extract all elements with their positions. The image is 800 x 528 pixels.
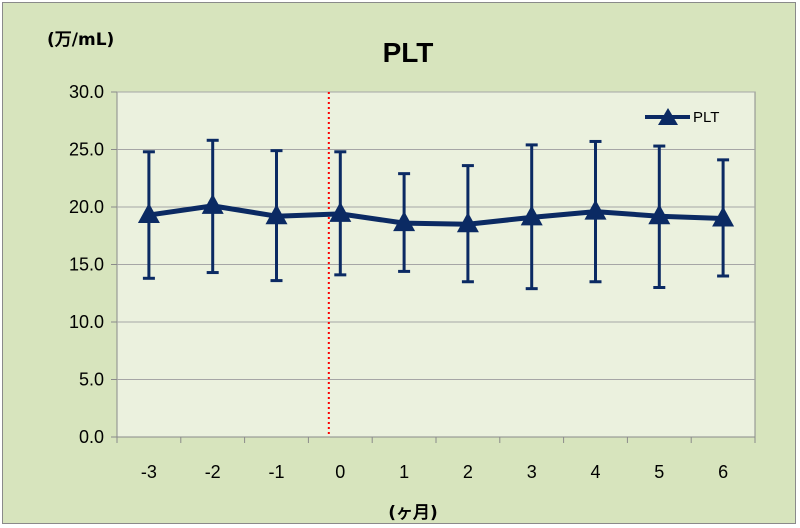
data-point — [712, 206, 735, 227]
y-tick-label: 10.0 — [69, 312, 104, 332]
x-tick-label: -3 — [141, 462, 157, 482]
x-tick-label: 5 — [654, 462, 664, 482]
legend-marker — [658, 108, 678, 125]
data-point — [137, 203, 160, 224]
grid-lines — [117, 91, 755, 380]
data-point — [584, 199, 607, 220]
legend: PLT — [645, 108, 719, 126]
x-tick-labels: -3 -2 -1 0 1 2 3 4 5 6 — [141, 462, 728, 482]
x-tick-label: 3 — [527, 462, 537, 482]
y-axis-label: (万/mL) — [47, 30, 114, 50]
x-axis-label: (ヶ月) — [388, 503, 438, 523]
axes — [111, 91, 756, 443]
y-tick-label: 25.0 — [69, 140, 104, 160]
y-tick-label: 30.0 — [69, 82, 104, 102]
x-tick-label: 1 — [399, 462, 409, 482]
x-tick-label: 6 — [718, 462, 728, 482]
y-tick-label: 5.0 — [79, 370, 104, 390]
data-point — [265, 204, 288, 225]
y-tick-label: 15.0 — [69, 255, 104, 275]
x-tick-label: 2 — [463, 462, 473, 482]
series-plt — [137, 138, 735, 291]
data-point — [393, 211, 416, 232]
legend-label-plt: PLT — [693, 109, 719, 126]
chart-title: PLT — [383, 37, 434, 68]
y-tick-labels: 0.0 5.0 10.0 15.0 20.0 25.0 30.0 — [69, 82, 104, 447]
data-point — [329, 201, 352, 222]
y-tick-label: 20.0 — [69, 197, 104, 217]
x-tick-label: -1 — [268, 462, 284, 482]
series-line-plt — [148, 203, 724, 227]
data-point — [520, 205, 543, 226]
x-tick-label: -2 — [205, 462, 221, 482]
data-point — [648, 204, 671, 225]
x-tick-label: 0 — [335, 462, 345, 482]
y-tick-label: 0.0 — [79, 427, 104, 447]
data-point — [456, 212, 479, 233]
data-point — [201, 193, 224, 214]
x-tick-label: 4 — [590, 462, 600, 482]
